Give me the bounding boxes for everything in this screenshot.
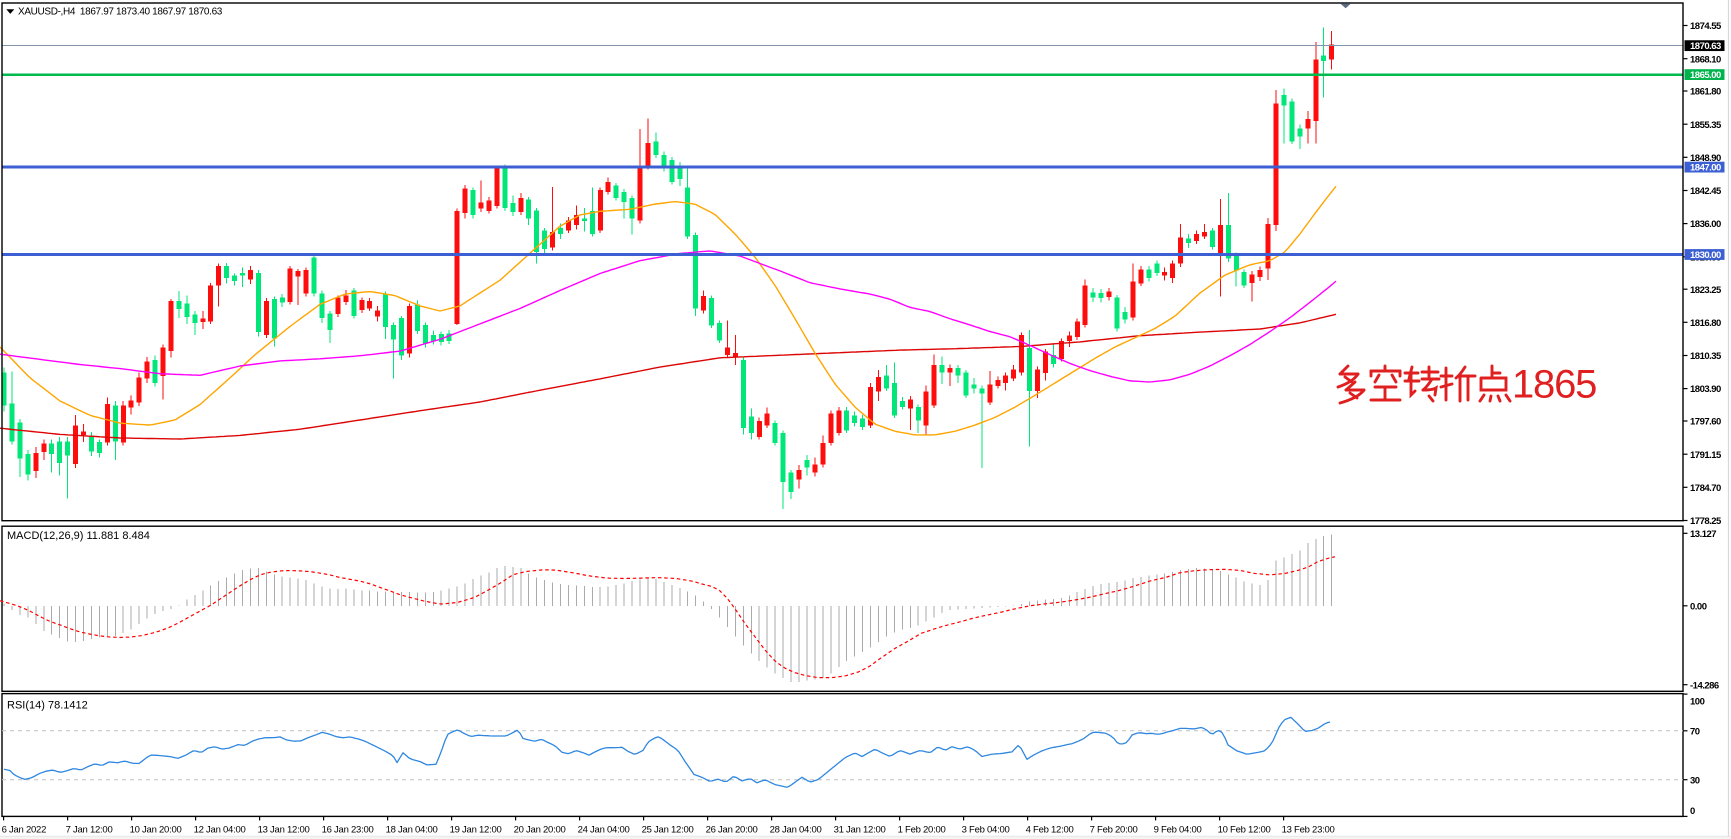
svg-text:1791.15: 1791.15 xyxy=(1690,450,1722,461)
svg-text:0: 0 xyxy=(1690,806,1695,817)
svg-text:18 Jan 04:00: 18 Jan 04:00 xyxy=(386,824,438,835)
svg-text:1847.00: 1847.00 xyxy=(1690,163,1721,174)
svg-text:1868.10: 1868.10 xyxy=(1690,54,1721,65)
svg-text:1861.80: 1861.80 xyxy=(1690,87,1721,98)
svg-text:1823.25: 1823.25 xyxy=(1690,285,1722,296)
svg-text:10 Feb 12:00: 10 Feb 12:00 xyxy=(1218,824,1271,835)
svg-text:13.127: 13.127 xyxy=(1690,529,1716,540)
svg-text:1830.00: 1830.00 xyxy=(1690,250,1721,261)
svg-text:13 Feb 23:00: 13 Feb 23:00 xyxy=(1282,824,1335,835)
svg-text:16 Jan 23:00: 16 Jan 23:00 xyxy=(322,824,374,835)
svg-text:3 Feb 04:00: 3 Feb 04:00 xyxy=(962,824,1010,835)
svg-text:1836.00: 1836.00 xyxy=(1690,219,1721,230)
svg-text:1842.45: 1842.45 xyxy=(1690,186,1722,197)
svg-text:RSI(14) 78.1412: RSI(14) 78.1412 xyxy=(7,700,88,712)
svg-text:1865: 1865 xyxy=(1512,363,1596,407)
svg-text:MACD(12,26,9) 11.881 8.484: MACD(12,26,9) 11.881 8.484 xyxy=(7,530,150,542)
svg-text:9 Feb 04:00: 9 Feb 04:00 xyxy=(1154,824,1202,835)
svg-text:70: 70 xyxy=(1690,726,1700,737)
svg-text:26 Jan 20:00: 26 Jan 20:00 xyxy=(706,824,758,835)
svg-text:1870.63: 1870.63 xyxy=(1690,41,1721,52)
svg-text:10 Jan 20:00: 10 Jan 20:00 xyxy=(130,824,182,835)
svg-text:13 Jan 12:00: 13 Jan 12:00 xyxy=(258,824,310,835)
svg-text:4 Feb 12:00: 4 Feb 12:00 xyxy=(1026,824,1074,835)
svg-text:1855.35: 1855.35 xyxy=(1690,120,1722,131)
svg-text:30: 30 xyxy=(1690,775,1700,786)
svg-text:7 Feb 20:00: 7 Feb 20:00 xyxy=(1090,824,1138,835)
svg-text:6 Jan 2022: 6 Jan 2022 xyxy=(2,824,47,835)
svg-text:1 Feb 20:00: 1 Feb 20:00 xyxy=(898,824,946,835)
svg-text:31 Jan 12:00: 31 Jan 12:00 xyxy=(834,824,886,835)
svg-text:7 Jan 12:00: 7 Jan 12:00 xyxy=(66,824,113,835)
svg-text:25 Jan 12:00: 25 Jan 12:00 xyxy=(642,824,694,835)
svg-text:1865.00: 1865.00 xyxy=(1690,70,1721,81)
svg-text:19 Jan 12:00: 19 Jan 12:00 xyxy=(450,824,502,835)
svg-text:1810.35: 1810.35 xyxy=(1690,351,1722,362)
svg-text:-14.286: -14.286 xyxy=(1690,680,1719,691)
svg-text:1874.55: 1874.55 xyxy=(1690,21,1722,32)
svg-text:100: 100 xyxy=(1690,697,1705,708)
svg-text:XAUUSD-,H4 1867.97 1873.40 18: XAUUSD-,H4 1867.97 1873.40 1867.97 1870.… xyxy=(18,7,223,18)
svg-text:1816.80: 1816.80 xyxy=(1690,318,1721,329)
svg-text:1778.25: 1778.25 xyxy=(1690,516,1722,527)
svg-text:0.00: 0.00 xyxy=(1690,601,1707,612)
svg-text:1848.90: 1848.90 xyxy=(1690,153,1721,164)
svg-text:1784.70: 1784.70 xyxy=(1690,483,1721,494)
svg-text:1803.90: 1803.90 xyxy=(1690,384,1721,395)
svg-text:28 Jan 04:00: 28 Jan 04:00 xyxy=(770,824,822,835)
svg-text:12 Jan 04:00: 12 Jan 04:00 xyxy=(194,824,246,835)
svg-text:20 Jan 20:00: 20 Jan 20:00 xyxy=(514,824,566,835)
svg-text:24 Jan 04:00: 24 Jan 04:00 xyxy=(578,824,630,835)
svg-text:1797.60: 1797.60 xyxy=(1690,417,1721,428)
